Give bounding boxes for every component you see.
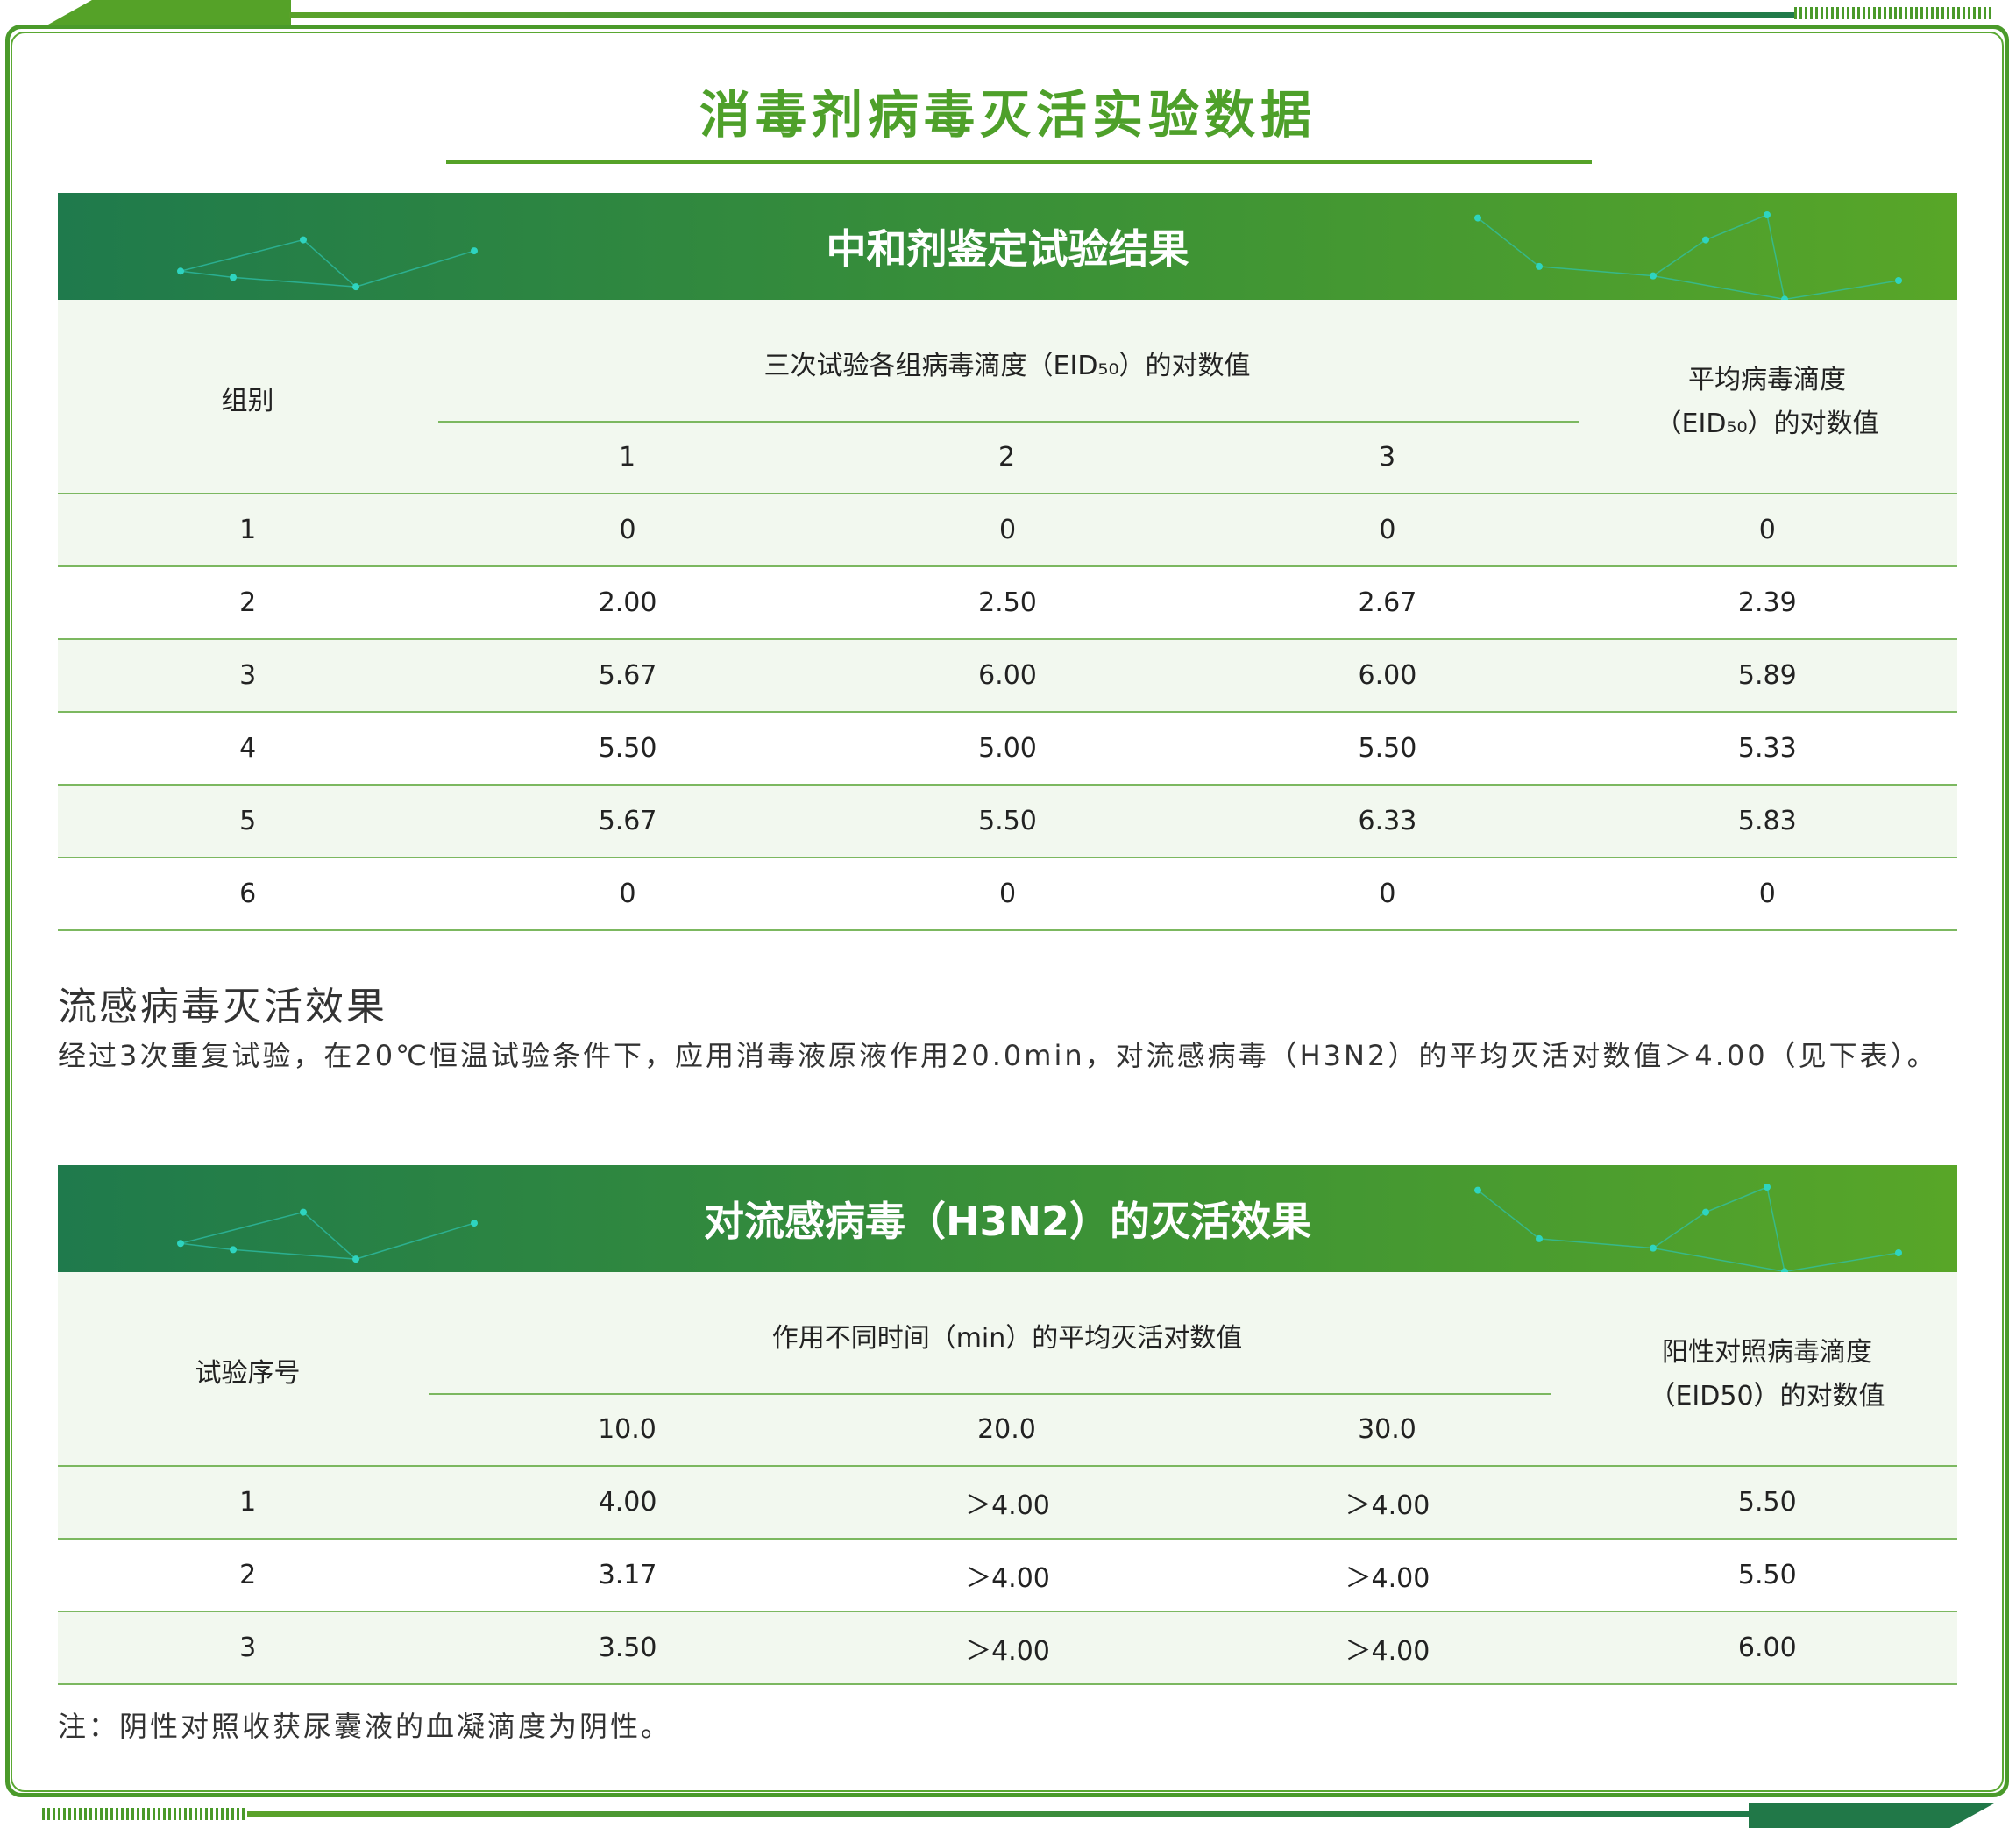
table-cell: 0 (1758, 878, 1776, 909)
table-cell: 5 (239, 806, 257, 836)
table1-title: 中和剂鉴定试验结果 (826, 225, 1189, 273)
table-cell: 4 (239, 733, 257, 764)
table-cell: 5.67 (598, 806, 657, 836)
network-pattern-icon (177, 1184, 1902, 1272)
table-cell: 6.00 (1737, 1632, 1797, 1663)
table-cell: 2.00 (598, 587, 657, 618)
table-cell: ＞4.00 (1345, 1562, 1430, 1594)
table-cell: 5.89 (1737, 660, 1797, 691)
decor-hatch-top (1794, 7, 1994, 19)
table-row: 1 4.00 ＞4.00 ＞4.00 5.50 (58, 1467, 1957, 1540)
table-cell: 5.50 (598, 733, 657, 764)
header-avg-1: 阳性对照病毒滴度 (1662, 1337, 1872, 1368)
table-cell: 1 (239, 515, 257, 545)
table-cell: 3.17 (598, 1560, 657, 1590)
table-cell: 5.50 (978, 806, 1037, 836)
header-sub-1: 1 (618, 442, 636, 473)
table-cell: 0 (998, 515, 1017, 545)
header-span: 三次试验各组病毒滴度（EID₅₀）的对数值 (763, 351, 1251, 381)
table-cell: 6.33 (1358, 806, 1417, 836)
section-heading: 流感病毒灭活效果 (58, 985, 387, 1029)
header-sub-3: 30.0 (1358, 1414, 1416, 1445)
table-cell: 1 (239, 1487, 257, 1518)
table-cell: 2.50 (978, 587, 1037, 618)
header-avg-2: （EID₅₀）的对数值 (1655, 409, 1879, 439)
table-row: 2 2.00 2.50 2.67 2.39 (58, 567, 1957, 640)
table-cell: ＞4.00 (1345, 1490, 1430, 1521)
network-pattern-icon (177, 211, 1902, 300)
table-cell: 5.50 (1358, 733, 1417, 764)
table2: 试验序号 作用不同时间（min）的平均灭活对数值 10.0 20.0 30.0 … (58, 1272, 1957, 1685)
table-cell: ＞4.00 (965, 1490, 1050, 1521)
header-span: 作用不同时间（min）的平均灭活对数值 (771, 1323, 1243, 1354)
table2-title: 对流感病毒（H3N2）的灭活效果 (703, 1198, 1311, 1245)
table-row: 3 5.67 6.00 6.00 5.89 (58, 640, 1957, 713)
table-cell: ＞4.00 (965, 1635, 1050, 1667)
table-cell: 0 (998, 878, 1017, 909)
table1-banner: 中和剂鉴定试验结果 (58, 193, 1957, 300)
table-cell: 2.67 (1358, 587, 1417, 618)
table-cell: 6.00 (978, 660, 1037, 691)
table-cell: 2 (239, 587, 257, 618)
page-title: 消毒剂病毒灭活实验数据 (699, 85, 1317, 145)
table-row: 1 0 0 0 0 (58, 494, 1957, 567)
header-sub-3: 3 (1378, 442, 1396, 473)
table-cell: ＞4.00 (1345, 1635, 1430, 1667)
table-row: 5 5.67 5.50 6.33 5.83 (58, 786, 1957, 858)
header-divider (429, 1393, 1551, 1395)
table-cell: 5.50 (1737, 1560, 1797, 1590)
title-underline (446, 160, 1592, 164)
header-sub-1: 10.0 (598, 1414, 657, 1445)
table-cell: 0 (619, 878, 636, 909)
table-cell: ＞4.00 (965, 1562, 1050, 1594)
decor-tab-top (48, 0, 291, 25)
header-sub-2: 2 (997, 442, 1016, 473)
decor-line-bottom (247, 1811, 1755, 1817)
table-cell: 5.00 (978, 733, 1037, 764)
table1: 组别 三次试验各组病毒滴度（EID₅₀）的对数值 1 2 3 平均病毒滴度 （E… (58, 300, 1957, 931)
table-cell: 0 (619, 515, 636, 545)
table-cell: 0 (1379, 878, 1396, 909)
table-cell: 2.39 (1737, 587, 1797, 618)
header-avg-2: （EID50）的对数值 (1649, 1381, 1885, 1412)
table-cell: 3.50 (598, 1632, 657, 1663)
page-frame-inner (11, 32, 2004, 1792)
table2-header: 试验序号 作用不同时间（min）的平均灭活对数值 10.0 20.0 30.0 … (58, 1272, 1957, 1467)
table-cell: 6.00 (1358, 660, 1417, 691)
decor-tab-bottom (1749, 1803, 1994, 1828)
table-row: 6 0 0 0 0 (58, 858, 1957, 931)
header-group: 组别 (221, 386, 274, 416)
table-row: 4 5.50 5.00 5.50 5.33 (58, 713, 1957, 786)
table-cell: 2 (239, 1560, 257, 1590)
table-cell: 0 (1379, 515, 1396, 545)
table-cell: 0 (1758, 515, 1776, 545)
header-group: 试验序号 (195, 1358, 301, 1389)
section-paragraph: 经过3次重复试验，在20℃恒温试验条件下，应用消毒液原液作用20.0min，对流… (58, 1039, 1938, 1072)
table-cell: 5.33 (1737, 733, 1797, 764)
footnote: 注：阴性对照收获尿囊液的血凝滴度为阴性。 (58, 1710, 672, 1743)
table-row: 3 3.50 ＞4.00 ＞4.00 6.00 (58, 1612, 1957, 1685)
header-avg-1: 平均病毒滴度 (1688, 365, 1846, 395)
table-cell: 5.83 (1737, 806, 1797, 836)
decor-hatch-bottom (42, 1808, 245, 1820)
table-cell: 3 (239, 660, 257, 691)
header-sub-2: 20.0 (977, 1414, 1036, 1445)
table-cell: 5.50 (1737, 1487, 1797, 1518)
table-row: 2 3.17 ＞4.00 ＞4.00 5.50 (58, 1540, 1957, 1612)
page-frame (5, 25, 2009, 1797)
decor-line-top (289, 12, 1797, 18)
table2-banner: 对流感病毒（H3N2）的灭活效果 (58, 1165, 1957, 1272)
table-cell: 6 (239, 878, 257, 909)
table-cell: 4.00 (598, 1487, 657, 1518)
table1-header: 组别 三次试验各组病毒滴度（EID₅₀）的对数值 1 2 3 平均病毒滴度 （E… (58, 300, 1957, 494)
table-cell: 3 (239, 1632, 257, 1663)
table-cell: 5.67 (598, 660, 657, 691)
header-divider (438, 421, 1579, 423)
